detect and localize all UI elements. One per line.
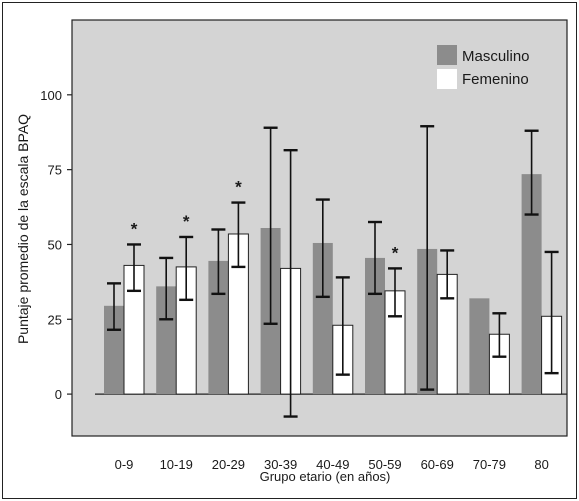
y-tick-label: 25 bbox=[48, 312, 62, 327]
significance-marker: * bbox=[235, 178, 242, 197]
legend-swatch-masculino bbox=[437, 45, 457, 65]
legend-swatch-femenino bbox=[437, 69, 457, 89]
significance-marker-group: * * * * bbox=[131, 178, 399, 263]
y-tick-label: 0 bbox=[55, 387, 62, 402]
x-tick-label: 40-49 bbox=[316, 457, 349, 472]
significance-marker: * bbox=[392, 243, 399, 262]
y-axis-label: Puntaje promedio de la escala BPAQ bbox=[15, 114, 31, 344]
x-axis-label: Grupo etario (en años) bbox=[260, 469, 391, 484]
legend: Masculino Femenino bbox=[437, 45, 530, 89]
x-tick-label: 80 bbox=[534, 457, 548, 472]
bar-masculino-40-49 bbox=[312, 242, 333, 395]
x-tick-label: 60-69 bbox=[421, 457, 454, 472]
x-tick-label: 50-59 bbox=[368, 457, 401, 472]
legend-label-femenino: Femenino bbox=[462, 71, 529, 88]
significance-marker: * bbox=[183, 212, 190, 231]
x-tick-label: 10-19 bbox=[160, 457, 193, 472]
y-axis-ticks: 0 25 50 75 100 bbox=[40, 88, 72, 402]
y-tick-label: 75 bbox=[48, 163, 62, 178]
x-axis-tick-labels: 0-9 10-19 20-29 30-39 40-49 50-59 60-69 70-79 80 bbox=[115, 457, 549, 472]
y-tick-label: 100 bbox=[40, 88, 62, 103]
legend-label-masculino: Masculino bbox=[462, 48, 530, 65]
error-bar-group bbox=[107, 125, 559, 418]
bar-masculino-10-19 bbox=[156, 286, 177, 395]
bar-masculino-80 bbox=[521, 174, 542, 395]
x-tick-label: 30-39 bbox=[264, 457, 297, 472]
significance-marker: * bbox=[131, 219, 138, 238]
x-tick-label: 70-79 bbox=[473, 457, 506, 472]
bar-masculino-0-9 bbox=[104, 305, 124, 395]
x-tick-label: 0-9 bbox=[115, 457, 134, 472]
y-tick-label: 50 bbox=[48, 237, 62, 252]
x-tick-label: 20-29 bbox=[212, 457, 245, 472]
bar-masculino-50-59 bbox=[365, 257, 385, 395]
bar-masculino-70-79 bbox=[469, 298, 490, 395]
